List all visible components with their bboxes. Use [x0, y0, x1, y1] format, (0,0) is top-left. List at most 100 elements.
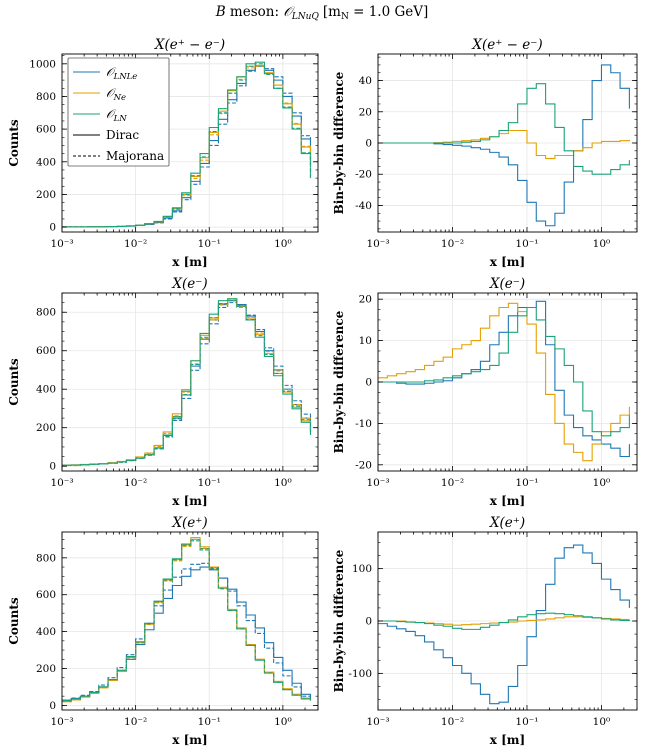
x-tick-label: 10⁻¹ [515, 477, 538, 489]
y-ticks: -40 -20 0 20 40 [355, 56, 637, 230]
x-ticks: 10⁻³ 10⁻² 10⁻¹ 10⁰ [366, 293, 638, 489]
x-ticks: 10⁻³ 10⁻² 10⁻¹ 10⁰ [366, 532, 638, 728]
x-tick-label: 10⁻² [441, 238, 464, 250]
grid [61, 532, 318, 710]
panel-title: X(e⁺) [489, 515, 525, 531]
series-line-ln-majorana [62, 63, 312, 228]
x-axis-label: x [m] [490, 733, 525, 747]
x-tick-label: 10⁻¹ [515, 238, 538, 250]
y-tick-label: -20 [355, 169, 372, 181]
chart-panel-4: 10⁻³ 10⁻² 10⁻¹ 10⁰ -20 -10 0 10 20 X(e⁻) x [m] Bin-… [332, 276, 638, 508]
series-line-ln-majorana [62, 300, 312, 466]
panel-title: X(e⁺ − e⁻) [154, 37, 225, 53]
y-tick-label: 200 [36, 189, 56, 201]
x-tick-label: 10⁻³ [366, 238, 389, 250]
x-tick-label: 10⁻² [124, 716, 147, 728]
chart-panel-5: 10⁻³ 10⁻² 10⁻¹ 10⁰ 0 200 400 600 800 X(e⁺) x [m] Co… [7, 515, 319, 747]
y-tick-label: 800 [36, 91, 56, 103]
panel-title: X(e⁻) [489, 276, 525, 292]
y-tick-label: 0 [365, 377, 372, 389]
y-ticks: 0 200 400 600 800 1000 [29, 55, 318, 234]
grid [377, 532, 637, 710]
x-axis-label: x [m] [172, 255, 207, 269]
x-tick-label: 10⁻³ [50, 238, 73, 250]
x-axis-label: x [m] [172, 733, 207, 747]
x-ticks: 10⁻³ 10⁻² 10⁻¹ 10⁰ [50, 532, 319, 728]
x-ticks: 10⁻³ 10⁻² 10⁻¹ 10⁰ [366, 54, 638, 250]
legend-box [67, 57, 170, 167]
x-tick-label: 10⁰ [593, 716, 611, 728]
y-tick-label: 0 [49, 461, 56, 473]
x-tick-label: 10⁰ [274, 238, 292, 250]
series-group [378, 544, 630, 705]
y-tick-label: 200 [36, 422, 56, 434]
y-tick-label: 0 [365, 616, 372, 628]
y-axis-label: Bin-by-bin difference [332, 549, 346, 692]
y-tick-label: 800 [36, 307, 56, 319]
y-axis-label: Bin-by-bin difference [332, 71, 346, 214]
y-tick-label: 40 [359, 75, 372, 87]
y-tick-label: -10 [355, 418, 372, 430]
series-group [62, 536, 312, 703]
chart-panel-1: 10⁻³ 10⁻² 10⁻¹ 10⁰ 0 200 400 600 800 1000 X(e⁺ − e… [7, 37, 319, 269]
grid [61, 293, 318, 471]
x-tick-label: 10⁻¹ [198, 716, 221, 728]
x-tick-label: 10⁰ [274, 716, 292, 728]
series-line-lnle-majorana [62, 302, 312, 466]
series-line-ne [378, 302, 630, 462]
series-group [378, 64, 630, 227]
x-tick-label: 10⁰ [593, 477, 611, 489]
legend-label: Dirac [106, 128, 139, 142]
series-line-ln [378, 612, 630, 630]
y-axis-label: Counts [7, 358, 21, 406]
y-tick-label: 1000 [29, 58, 56, 70]
series-line-ln-majorana [62, 540, 312, 702]
y-tick-label: 0 [365, 138, 372, 150]
y-tick-label: 400 [36, 384, 56, 396]
panel-title: X(e⁺ − e⁻) [471, 37, 542, 53]
x-tick-label: 10⁻¹ [515, 716, 538, 728]
y-ticks: 0 200 400 600 800 [36, 292, 318, 473]
y-ticks: -20 -10 0 10 20 [355, 294, 637, 471]
legend-label: Majorana [106, 149, 164, 163]
x-tick-label: 10⁰ [593, 238, 611, 250]
chart-panel-2: 10⁻³ 10⁻² 10⁻¹ 10⁰ -40 -20 0 20 40 X(e⁺ − e⁻) x [m… [332, 37, 638, 269]
y-tick-label: -20 [355, 459, 372, 471]
x-ticks: 10⁻³ 10⁻² 10⁻¹ 10⁰ [50, 293, 319, 489]
series-line-ln-dirac [62, 298, 312, 466]
axes-frame [61, 292, 319, 472]
panel-title: X(e⁺) [171, 515, 207, 531]
chart-panel-3: 10⁻³ 10⁻² 10⁻¹ 10⁰ 0 200 400 600 800 X(e⁻) x [m] Co… [7, 276, 319, 508]
series-group [378, 300, 630, 462]
x-tick-label: 10⁻³ [366, 716, 389, 728]
series-group [62, 61, 312, 228]
x-axis-label: x [m] [490, 255, 525, 269]
x-tick-label: 10⁻³ [366, 477, 389, 489]
y-ticks: 0 200 400 600 800 [36, 539, 318, 712]
y-tick-label: 400 [36, 156, 56, 168]
series-line-lnle-dirac [62, 300, 312, 466]
series-group [62, 298, 312, 466]
series-line-ne [378, 129, 630, 160]
y-tick-label: 800 [36, 552, 56, 564]
x-tick-label: 10⁻² [441, 716, 464, 728]
figure-suptitle: B meson: 𝒪LNuQ [mN = 1.0 GeV] [215, 4, 429, 22]
series-line-ne-majorana [62, 299, 312, 466]
x-tick-label: 10⁻¹ [198, 238, 221, 250]
y-tick-label: 0 [49, 222, 56, 234]
y-tick-label: 20 [359, 106, 372, 118]
series-line-ne-majorana [62, 538, 312, 703]
y-tick-label: 200 [36, 663, 56, 675]
x-axis-label: x [m] [490, 494, 525, 508]
series-line-lnle [378, 64, 630, 227]
y-axis-label: Counts [7, 597, 21, 645]
series-line-ln [378, 306, 630, 437]
y-tick-label: -40 [355, 200, 372, 212]
series-line-ln [378, 83, 630, 175]
x-tick-label: 10⁻³ [50, 716, 73, 728]
axes-frame [61, 53, 319, 233]
y-tick-label: 600 [36, 345, 56, 357]
axes-frame [61, 531, 319, 711]
